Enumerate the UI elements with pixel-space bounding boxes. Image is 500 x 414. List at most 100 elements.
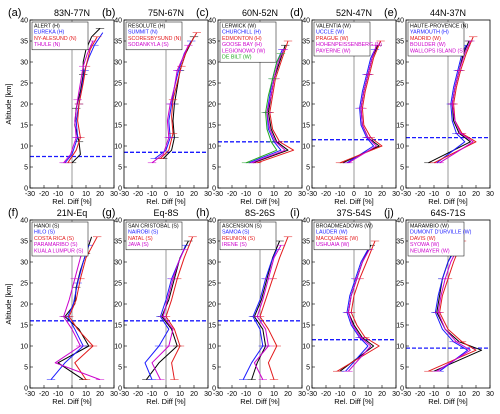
legend-entry: ASCENSION (S) bbox=[222, 224, 262, 230]
panel-title: 64S-71S bbox=[430, 208, 465, 218]
y-tick-label: 35 bbox=[20, 38, 28, 45]
x-tick-label: 20 bbox=[284, 391, 292, 398]
y-tick-label: 25 bbox=[396, 280, 404, 287]
x-tick-label: -10 bbox=[241, 191, 251, 198]
y-tick-label: 30 bbox=[302, 259, 310, 266]
x-tick-label: 10 bbox=[176, 391, 184, 398]
x-tick-label: -20 bbox=[415, 191, 425, 198]
x-tick-label: 20 bbox=[96, 191, 104, 198]
legend-entry: COSTA RICA (S) bbox=[34, 236, 74, 242]
y-tick-label: 35 bbox=[302, 38, 310, 45]
x-axis-label: Rel. Diff [%] bbox=[52, 397, 91, 406]
y-tick-label: 10 bbox=[114, 343, 122, 350]
y-tick-label: 25 bbox=[302, 80, 310, 87]
legend-entry: PARAMARIBO (S) bbox=[34, 242, 78, 248]
x-tick-label: 0 bbox=[70, 191, 74, 198]
x-axis-label: Rel. Diff [%] bbox=[428, 197, 467, 206]
y-tick-label: 5 bbox=[400, 164, 404, 171]
y-tick-label: 40 bbox=[114, 217, 122, 224]
y-tick-label: 35 bbox=[396, 238, 404, 245]
series-line bbox=[342, 44, 380, 164]
series-line bbox=[252, 45, 289, 164]
series-line bbox=[50, 245, 90, 380]
x-tick-label: -20 bbox=[39, 191, 49, 198]
series-line bbox=[54, 240, 101, 381]
y-tick-label: 10 bbox=[302, 143, 310, 150]
x-axis-label: Rel. Diff [%] bbox=[146, 397, 185, 406]
y-tick-label: 25 bbox=[208, 80, 216, 87]
x-tick-label: 30 bbox=[298, 391, 306, 398]
x-tick-label: -20 bbox=[39, 391, 49, 398]
y-tick-label: 20 bbox=[20, 101, 28, 108]
legend-entry: BROADMEADOWS (W) bbox=[316, 224, 373, 230]
y-tick-label: 35 bbox=[20, 238, 28, 245]
y-tick-label: 35 bbox=[114, 38, 122, 45]
y-tick-label: 30 bbox=[114, 59, 122, 66]
y-tick-label: 30 bbox=[114, 259, 122, 266]
legend-box bbox=[313, 21, 371, 57]
panel-letter: (g) bbox=[102, 207, 115, 219]
legend-entry: VALENTIA (W) bbox=[316, 24, 351, 30]
x-tick-label: -10 bbox=[335, 191, 345, 198]
x-tick-label: 30 bbox=[204, 391, 212, 398]
x-tick-label: 10 bbox=[364, 391, 372, 398]
y-tick-label: 0 bbox=[118, 185, 122, 192]
x-tick-label: 0 bbox=[352, 391, 356, 398]
y-tick-label: 10 bbox=[396, 343, 404, 350]
legend-entry: PRAGUE (W) bbox=[316, 36, 349, 42]
y-tick-label: 0 bbox=[118, 385, 122, 392]
legend-box bbox=[125, 21, 183, 51]
x-tick-label: 30 bbox=[392, 191, 400, 198]
series-line bbox=[145, 240, 189, 380]
legend-entry: DAVIS (W) bbox=[410, 236, 436, 242]
x-tick-label: 30 bbox=[486, 191, 494, 198]
legend-entry: WALLOPS ISLAND (S) bbox=[410, 48, 465, 54]
x-tick-label: -10 bbox=[429, 391, 439, 398]
series-line bbox=[336, 240, 380, 372]
y-tick-label: 35 bbox=[208, 38, 216, 45]
panel-letter: (e) bbox=[384, 7, 397, 19]
panel-letter: (f) bbox=[8, 207, 18, 219]
y-tick-label: 0 bbox=[24, 185, 28, 192]
legend-entry: KUALA LUMPUR (S) bbox=[34, 248, 84, 254]
y-tick-label: 20 bbox=[396, 101, 404, 108]
x-tick-label: 10 bbox=[364, 191, 372, 198]
legend-entry: EUREKA (H) bbox=[34, 30, 65, 36]
legend-entry: SUMMIT (N) bbox=[128, 30, 158, 36]
y-tick-label: 10 bbox=[20, 343, 28, 350]
x-tick-label: 10 bbox=[82, 391, 90, 398]
x-axis-label: Rel. Diff [%] bbox=[428, 397, 467, 406]
x-tick-label: 20 bbox=[96, 391, 104, 398]
panel-title: 37S-54S bbox=[336, 208, 371, 218]
legend-entry: REUNION (S) bbox=[222, 236, 255, 242]
y-tick-label: 40 bbox=[114, 17, 122, 24]
x-tick-label: 0 bbox=[164, 191, 168, 198]
series-line bbox=[251, 49, 286, 164]
legend-entry: ALERT (H) bbox=[34, 24, 60, 30]
x-axis-label: Rel. Diff [%] bbox=[334, 197, 373, 206]
x-tick-label: -30 bbox=[25, 191, 35, 198]
x-tick-label: 10 bbox=[176, 191, 184, 198]
legend-entry: NY-ALESUND (N) bbox=[34, 36, 77, 42]
y-tick-label: 0 bbox=[212, 385, 216, 392]
y-tick-label: 20 bbox=[208, 301, 216, 308]
legend-entry: SCORESBYSUND (N) bbox=[128, 36, 182, 42]
y-tick-label: 40 bbox=[396, 17, 404, 24]
x-axis-label: Rel. Diff [%] bbox=[334, 397, 373, 406]
legend-entry: HAUTE-PROVENCE (N) bbox=[410, 24, 469, 30]
y-tick-label: 15 bbox=[114, 322, 122, 329]
x-tick-label: 30 bbox=[392, 391, 400, 398]
x-axis-label: Rel. Diff [%] bbox=[146, 197, 185, 206]
legend-entry: NAIROBI (S) bbox=[128, 230, 159, 236]
legend-entry: UCCLE (W) bbox=[316, 30, 344, 36]
legend-entry: SAMOA (S) bbox=[222, 230, 250, 236]
legend-entry: IRENE (S) bbox=[222, 242, 247, 248]
x-tick-label: 30 bbox=[298, 191, 306, 198]
y-tick-label: 5 bbox=[118, 164, 122, 171]
legend-box bbox=[31, 21, 89, 51]
y-tick-label: 0 bbox=[400, 385, 404, 392]
legend-entry: DUMONT D'URVILLE (W) bbox=[410, 230, 472, 236]
y-tick-label: 15 bbox=[208, 122, 216, 129]
y-tick-label: 25 bbox=[20, 280, 28, 287]
x-tick-label: 10 bbox=[458, 191, 466, 198]
